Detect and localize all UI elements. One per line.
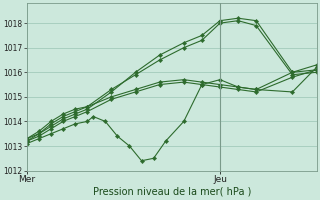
X-axis label: Pression niveau de la mer( hPa ): Pression niveau de la mer( hPa ) <box>92 187 251 197</box>
